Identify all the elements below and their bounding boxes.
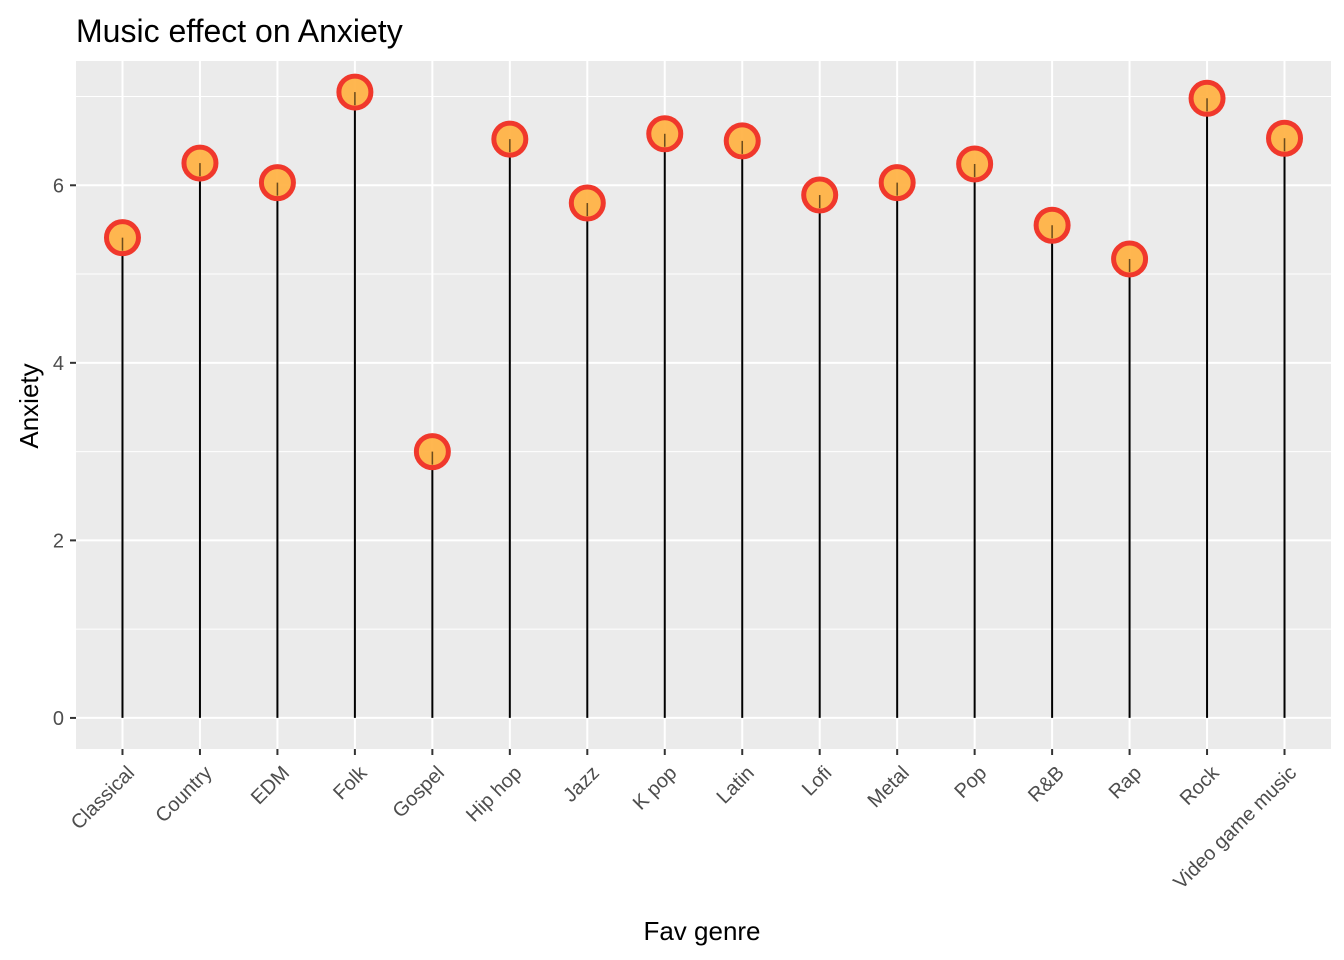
x-tick-label: Pop [951, 762, 992, 803]
y-axis: 0 2 4 6 [53, 175, 76, 730]
x-tick-label: Jazz [559, 762, 604, 807]
stems [121, 92, 1286, 718]
y-tick-label: 6 [53, 175, 64, 197]
x-tick-label: Folk [329, 761, 372, 804]
x-tick-label: Latin [713, 762, 759, 808]
x-tick-label: Metal [864, 762, 914, 812]
x-axis-title: Fav genre [643, 916, 760, 946]
x-tick-label: Classical [67, 762, 139, 834]
x-tick-label: Lofi [798, 762, 836, 800]
x-axis: Classical Country EDM Folk Gospel Hip hop Jazz… [67, 749, 1301, 894]
chart-title: Music effect on Anxiety [76, 13, 403, 49]
plot-panel [76, 61, 1331, 749]
y-axis-title: Anxiety [14, 363, 44, 448]
points [103, 73, 1304, 471]
x-tick-label: Country [151, 762, 216, 827]
y-tick-label: 4 [53, 353, 64, 375]
x-tick-label: R&B [1024, 762, 1069, 807]
y-tick-label: 2 [53, 530, 64, 552]
y-tick-label: 0 [53, 708, 64, 730]
x-tick-label: Rock [1176, 761, 1224, 809]
x-tick-label: K pop [629, 762, 682, 815]
x-tick-label: Rap [1105, 762, 1147, 804]
x-tick-label: Gospel [389, 762, 449, 822]
x-tick-label: EDM [247, 762, 294, 809]
x-tick-label: Hip hop [462, 762, 526, 826]
